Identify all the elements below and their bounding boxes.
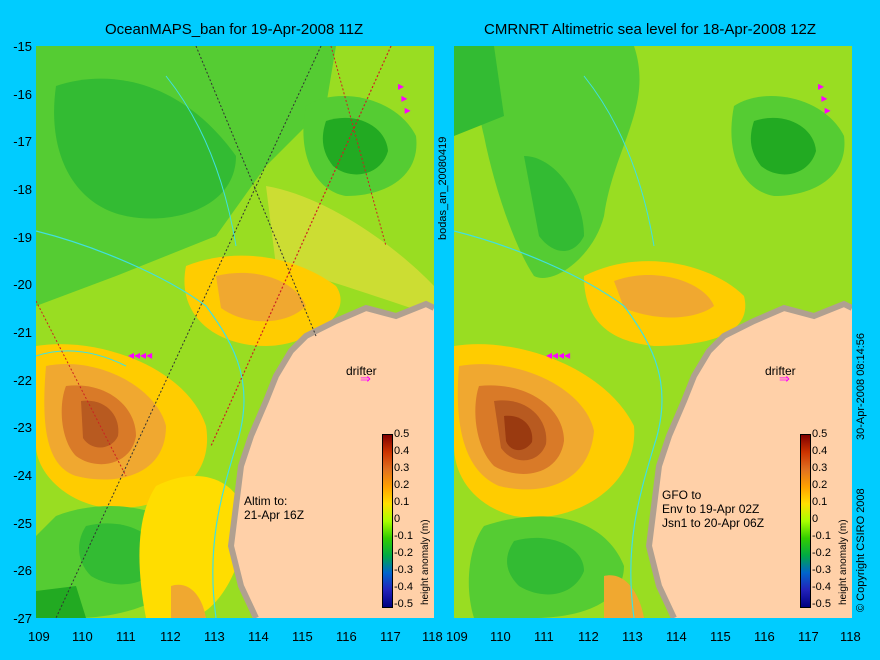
cbar-tick: 0.5: [394, 428, 410, 440]
lon-tick: 117: [798, 629, 819, 644]
lon-tick: 111: [534, 629, 554, 644]
cbar-tick: -0.3: [812, 564, 831, 576]
cbar-tick: 0.3: [812, 462, 828, 474]
lat-tick: -25: [13, 516, 32, 531]
cbar-tick: 0.1: [394, 496, 410, 508]
cbar-tick: -0.2: [812, 547, 831, 559]
right-track-arrows-icon: ◂◂◂◂: [546, 348, 571, 362]
cbar-tick: -0.1: [394, 530, 413, 542]
lat-tick: -23: [13, 420, 32, 435]
left-colorbar-label: height anomaly (m): [420, 519, 431, 605]
lon-tick: 115: [292, 629, 313, 644]
left-drifter-label: drifter: [346, 364, 377, 378]
lon-tick: 117: [380, 629, 401, 644]
lon-tick: 118: [840, 629, 861, 644]
cbar-tick: -0.3: [394, 564, 413, 576]
cbar-tick: 0: [812, 513, 819, 525]
left-altim-note: Altim to: 21-Apr 16Z: [244, 494, 304, 522]
left-map: [36, 46, 434, 618]
left-track-arrows-icon: ◂◂◂◂: [128, 348, 153, 362]
lon-tick: 113: [204, 629, 225, 644]
cbar-tick: -0.4: [812, 581, 831, 593]
left-drifter-arrow-icon: ⇒: [360, 371, 371, 386]
right-drifter-arrow-icon: ⇒: [779, 371, 790, 386]
lat-tick: -21: [13, 325, 32, 340]
lat-tick: -24: [13, 468, 32, 483]
right-colorbar-scale: [800, 434, 811, 608]
cbar-tick: -0.5: [394, 598, 413, 610]
left-altim-note-line2: 21-Apr 16Z: [244, 508, 305, 522]
cbar-tick: 0.2: [812, 479, 828, 491]
left-map-field: [36, 46, 434, 618]
lon-tick: 109: [446, 629, 468, 644]
cbar-tick: -0.1: [812, 530, 831, 542]
cbar-tick: 0.5: [812, 428, 828, 440]
lon-tick: 115: [710, 629, 731, 644]
right-ne-arrows-icon: ▸ ▸ ▸: [818, 79, 831, 117]
lon-tick: 113: [622, 629, 643, 644]
right-panel-title: CMRNRT Altimetric sea level for 18-Apr-2…: [484, 21, 817, 38]
lat-tick: -17: [13, 134, 32, 149]
lon-tick: 110: [72, 629, 93, 644]
cbar-tick: 0: [394, 513, 401, 525]
right-map: [454, 46, 852, 618]
lon-tick: 116: [336, 629, 357, 644]
run-id-label: bodas_an_20080419: [437, 136, 449, 240]
lat-tick: -26: [13, 563, 32, 578]
right-colorbar-label: height anomaly (m): [838, 519, 849, 605]
cbar-tick: 0.3: [394, 462, 410, 474]
lat-tick: -19: [13, 230, 32, 245]
right-altim-note-line3: Jsn1 to 20-Apr 06Z: [662, 516, 765, 530]
left-panel-title: OceanMAPS_ban for 19-Apr-2008 11Z: [105, 21, 364, 38]
cbar-tick: 0.4: [812, 445, 828, 457]
cbar-tick: 0.2: [394, 479, 410, 491]
lon-tick: 114: [248, 629, 269, 644]
lat-tick: -20: [13, 277, 32, 292]
lon-tick: 109: [28, 629, 50, 644]
right-drifter-label: drifter: [765, 364, 796, 378]
right-altim-note: GFO to Env to 19-Apr 02Z Jsn1 to 20-Apr …: [662, 488, 764, 530]
timestamp-label: 30-Apr-2008 08:14:56: [855, 332, 867, 440]
right-altim-note-line1: GFO to: [662, 488, 702, 502]
lon-tick: 110: [490, 629, 511, 644]
left-ne-arrows-icon: ▸ ▸ ▸: [398, 79, 411, 117]
lon-tick: 112: [578, 629, 599, 644]
lon-tick: 118: [422, 629, 443, 644]
lon-tick: 114: [666, 629, 687, 644]
cbar-tick: -0.4: [394, 581, 413, 593]
cbar-tick: 0.4: [394, 445, 410, 457]
lat-tick: -15: [13, 39, 32, 54]
lat-tick: -27: [13, 611, 32, 626]
copyright-label: © Copyright CSIRO 2008: [855, 488, 867, 612]
lat-tick: -16: [13, 87, 32, 102]
cbar-tick: -0.5: [812, 598, 831, 610]
lon-tick: 116: [754, 629, 775, 644]
right-map-field: [454, 46, 852, 618]
lat-tick: -18: [13, 182, 32, 197]
left-colorbar-scale: [382, 434, 393, 608]
right-altim-note-line2: Env to 19-Apr 02Z: [662, 502, 760, 516]
left-altim-note-line1: Altim to:: [244, 494, 288, 508]
lat-tick: -22: [13, 373, 32, 388]
lon-tick: 112: [160, 629, 181, 644]
cbar-tick: 0.1: [812, 496, 828, 508]
lon-tick: 111: [116, 629, 136, 644]
cbar-tick: -0.2: [394, 547, 413, 559]
